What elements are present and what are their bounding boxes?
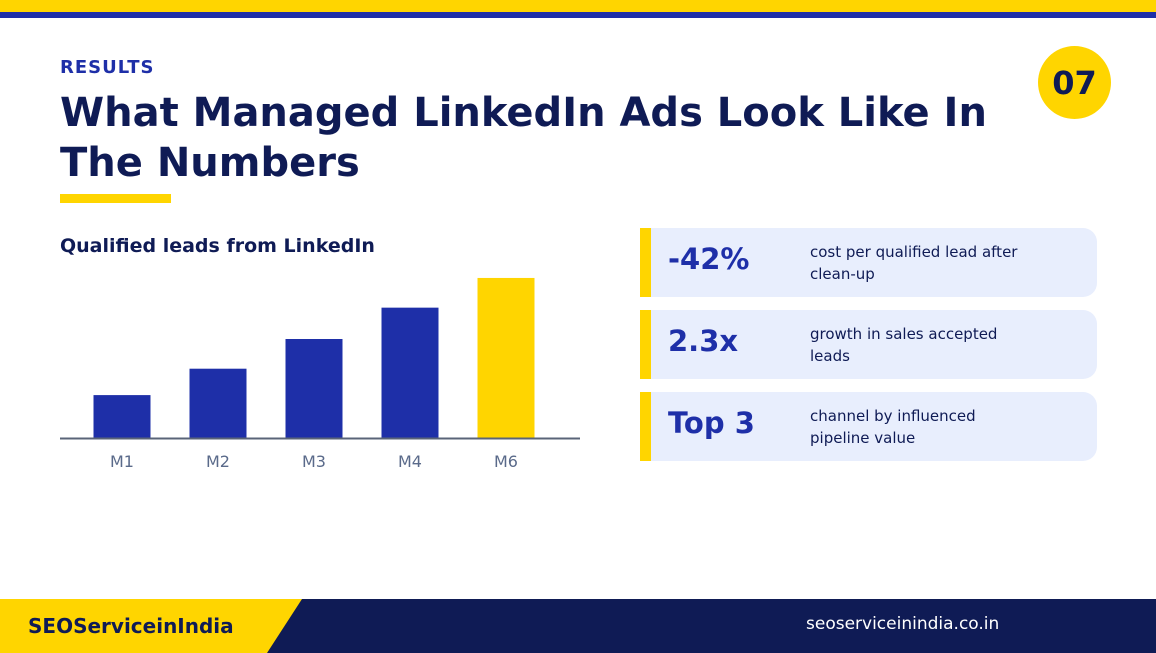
bar-m2 [189, 368, 247, 438]
stat-description: channel by influenced pipeline value [810, 407, 976, 447]
stat-value: -42% [668, 242, 750, 276]
stat-card-accent [640, 392, 651, 461]
stat-value: 2.3x [668, 324, 739, 358]
stat-description: cost per qualified lead after clean-up [810, 243, 1018, 283]
slide-title: What Managed LinkedIn Ads Look Like In T… [60, 90, 987, 186]
footer-url: seoserviceinindia.co.in [806, 614, 1000, 634]
top-accent-bar-blue [0, 12, 1156, 18]
title-underline [60, 194, 171, 203]
tick-label-m4: M4 [398, 452, 422, 471]
stat-value: Top 3 [668, 406, 755, 440]
tick-label-m1: M1 [110, 452, 134, 471]
tick-label-m2: M2 [206, 452, 230, 471]
stat-card-accent [640, 310, 651, 379]
bar-m1 [93, 395, 151, 438]
stat-description: growth in sales accepted leads [810, 325, 998, 365]
tick-label-m3: M3 [302, 452, 326, 471]
bar-m6 [477, 277, 535, 438]
footer: SEOServiceinIndia seoserviceinindia.co.i… [0, 599, 1156, 653]
section-eyebrow: RESULTS [60, 57, 155, 78]
stat-card-accent [640, 228, 651, 297]
top-accent-bar-yellow [0, 0, 1156, 12]
footer-brand: SEOServiceinIndia [28, 614, 234, 638]
slide-number-badge: 07 [1038, 46, 1111, 119]
bar-m3 [285, 339, 343, 438]
bar-chart: M1 M2 M3 M4 M6 [60, 277, 580, 471]
stat-card-channel: Top 3 channel by influenced pipeline val… [640, 392, 1097, 461]
stat-card-growth: 2.3x growth in sales accepted leads [640, 310, 1097, 379]
chart-title: Qualified leads from LinkedIn [60, 235, 375, 257]
stat-card-cost: -42% cost per qualified lead after clean… [640, 228, 1097, 297]
tick-label-m6: M6 [494, 452, 518, 471]
footer-brand-panel [0, 599, 302, 653]
bar-m4 [381, 307, 439, 438]
